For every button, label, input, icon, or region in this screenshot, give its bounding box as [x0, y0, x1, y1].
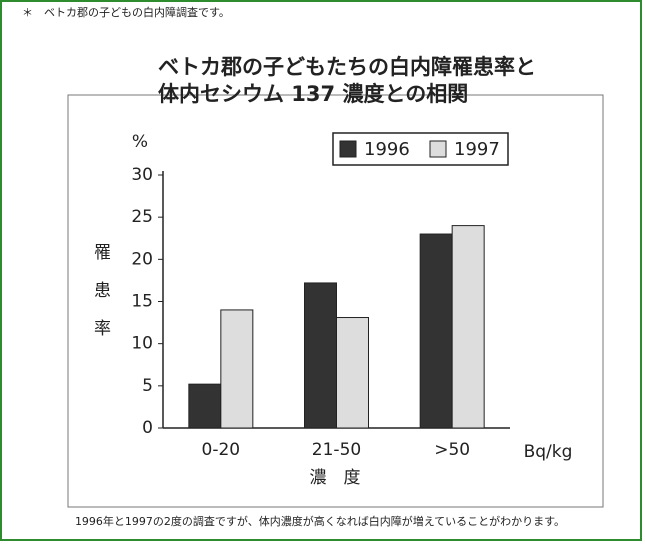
- y-tick-label: 30: [131, 165, 153, 185]
- y-tick-label: 5: [142, 376, 153, 396]
- caption: 1996年と1997の2度の調査ですが、体内濃度が高くなれば白内障が増えているこ…: [75, 514, 565, 528]
- bar: [419, 233, 453, 429]
- header-note: ＊ ベトカ郡の子どもの白内障調査です。: [22, 5, 230, 19]
- x-axis-label: 濃 度: [310, 468, 361, 488]
- y-tick-label: 15: [131, 292, 153, 312]
- bar: [188, 383, 222, 429]
- x-unit: Bq/kg: [524, 442, 573, 462]
- legend-label: 1997: [454, 139, 500, 160]
- legend-swatch: [339, 140, 357, 158]
- y-axis-label: 罹患率: [90, 243, 111, 357]
- legend-swatch: [429, 140, 447, 158]
- y-tick-label: 25: [131, 207, 153, 227]
- x-tick-label: >50: [434, 440, 470, 460]
- legend-box: [332, 132, 509, 166]
- y-tick-label: 20: [131, 249, 153, 269]
- bar: [336, 317, 369, 429]
- x-tick-label: 0-20: [202, 440, 241, 460]
- chart-frame: [67, 94, 604, 508]
- y-tick-label: 10: [131, 334, 153, 354]
- y-tick-label: 0: [142, 418, 153, 438]
- y-unit: %: [132, 132, 148, 152]
- bar: [304, 282, 337, 429]
- chart-title: 体内セシウム 137 濃度との相関: [158, 82, 468, 106]
- x-tick-label: 21-50: [312, 440, 361, 460]
- chart-title: ベトカ郡の子どもたちの白内障罹患率と: [158, 55, 536, 79]
- bar: [220, 309, 254, 429]
- legend-label: 1996: [364, 139, 410, 160]
- bar: [451, 225, 485, 429]
